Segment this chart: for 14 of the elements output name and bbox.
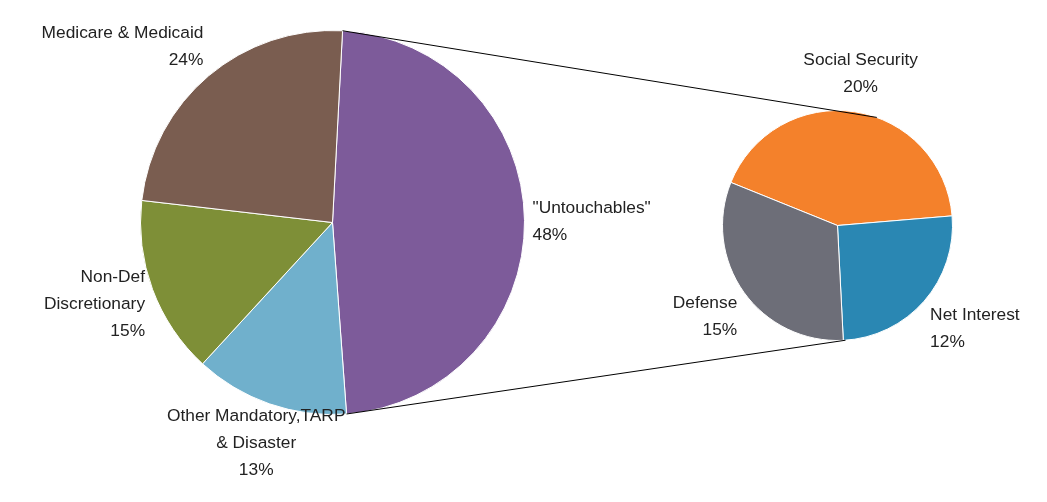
slice-label: "Untouchables" [532, 196, 651, 217]
slice-label: Defense [672, 291, 738, 312]
data-label: 24% [168, 48, 204, 69]
data-label: 13% [238, 458, 274, 479]
data-label: 15% [110, 320, 146, 341]
slice-label: Net Interest [930, 303, 1020, 324]
slice-label: Social Security [803, 48, 919, 69]
data-label: 20% [843, 75, 879, 96]
data-label: 48% [532, 223, 568, 244]
slice-label: Other Mandatory,TARP & Disaster [166, 404, 346, 452]
slice-label: Non-Def Discretionary [43, 266, 146, 314]
slice-label: Medicare & Medicaid [41, 21, 204, 42]
data-label: 12% [930, 330, 965, 351]
data-label: 15% [702, 318, 738, 339]
